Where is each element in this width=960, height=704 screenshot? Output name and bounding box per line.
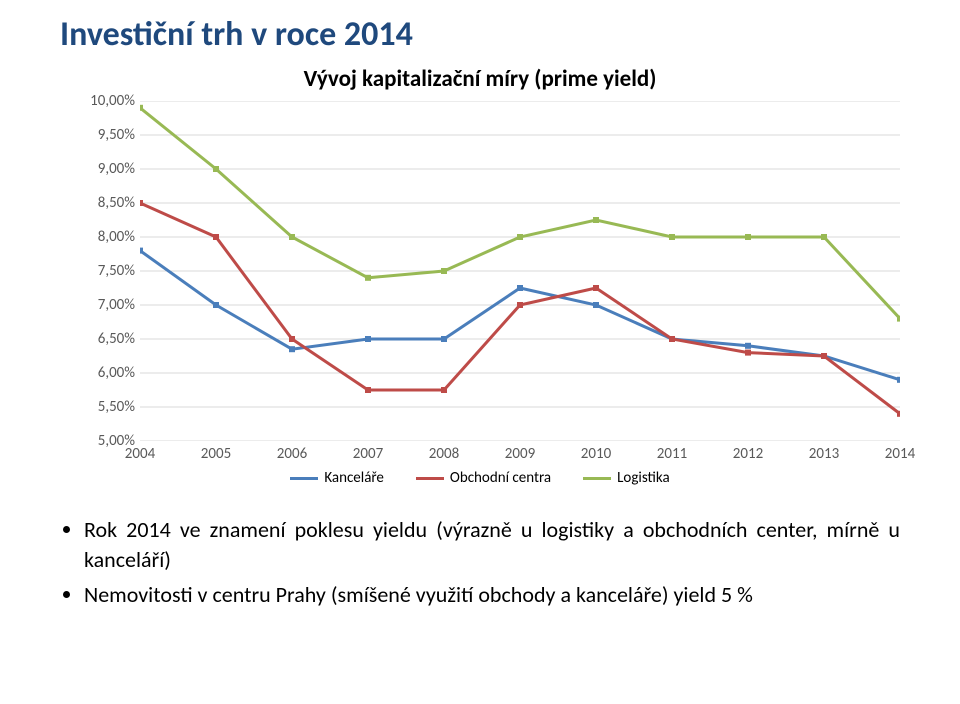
legend-label: Obchodní centra [450, 469, 551, 487]
legend-label: Logistika [617, 469, 670, 487]
x-tick-label: 2013 [809, 445, 839, 463]
x-tick-label: 2005 [201, 445, 231, 463]
x-tick-label: 2006 [277, 445, 307, 463]
y-tick-label: 7,00% [70, 296, 135, 314]
legend-item: Kanceláře [290, 469, 384, 487]
x-tick-label: 2009 [505, 445, 535, 463]
legend: Kanceláře Obchodní centra Logistika [60, 469, 900, 487]
x-tick-label: 2010 [581, 445, 611, 463]
y-tick-label: 6,50% [70, 330, 135, 348]
bullet-item: Rok 2014 ve znamení poklesu yieldu (výra… [84, 515, 900, 574]
x-tick-label: 2012 [733, 445, 763, 463]
legend-item: Logistika [583, 469, 670, 487]
y-tick-label: 6,00% [70, 364, 135, 382]
page-title: Investiční trh v roce 2014 [0, 0, 960, 55]
chart-title: Vývoj kapitalizační míry (prime yield) [60, 65, 900, 93]
y-tick-label: 9,50% [70, 126, 135, 144]
y-tick-label: 8,00% [70, 228, 135, 246]
legend-item: Obchodní centra [416, 469, 551, 487]
x-tick-label: 2007 [353, 445, 383, 463]
y-tick-label: 9,00% [70, 160, 135, 178]
y-axis: 5,00%5,50%6,00%6,50%7,00%7,50%8,00%8,50%… [70, 101, 135, 441]
x-tick-label: 2004 [125, 445, 155, 463]
chart-plot [140, 101, 900, 441]
y-tick-label: 5,50% [70, 398, 135, 416]
bullet-list: Rok 2014 ve znamení poklesu yieldu (výra… [60, 515, 900, 610]
chart-container: Vývoj kapitalizační míry (prime yield) 5… [60, 65, 900, 487]
legend-swatch [290, 477, 318, 480]
y-tick-label: 10,00% [70, 92, 135, 110]
bullet-item: Nemovitosti v centru Prahy (smíšené využ… [84, 580, 900, 610]
legend-label: Kanceláře [324, 469, 384, 487]
line-chart: 5,00%5,50%6,00%6,50%7,00%7,50%8,00%8,50%… [140, 101, 900, 441]
y-tick-label: 7,50% [70, 262, 135, 280]
x-tick-label: 2011 [657, 445, 687, 463]
legend-swatch [416, 477, 444, 480]
y-tick-label: 8,50% [70, 194, 135, 212]
x-tick-label: 2008 [429, 445, 459, 463]
x-tick-label: 2014 [885, 445, 915, 463]
slide: Investiční trh v roce 2014 Vývoj kapital… [0, 0, 960, 704]
legend-swatch [583, 477, 611, 480]
